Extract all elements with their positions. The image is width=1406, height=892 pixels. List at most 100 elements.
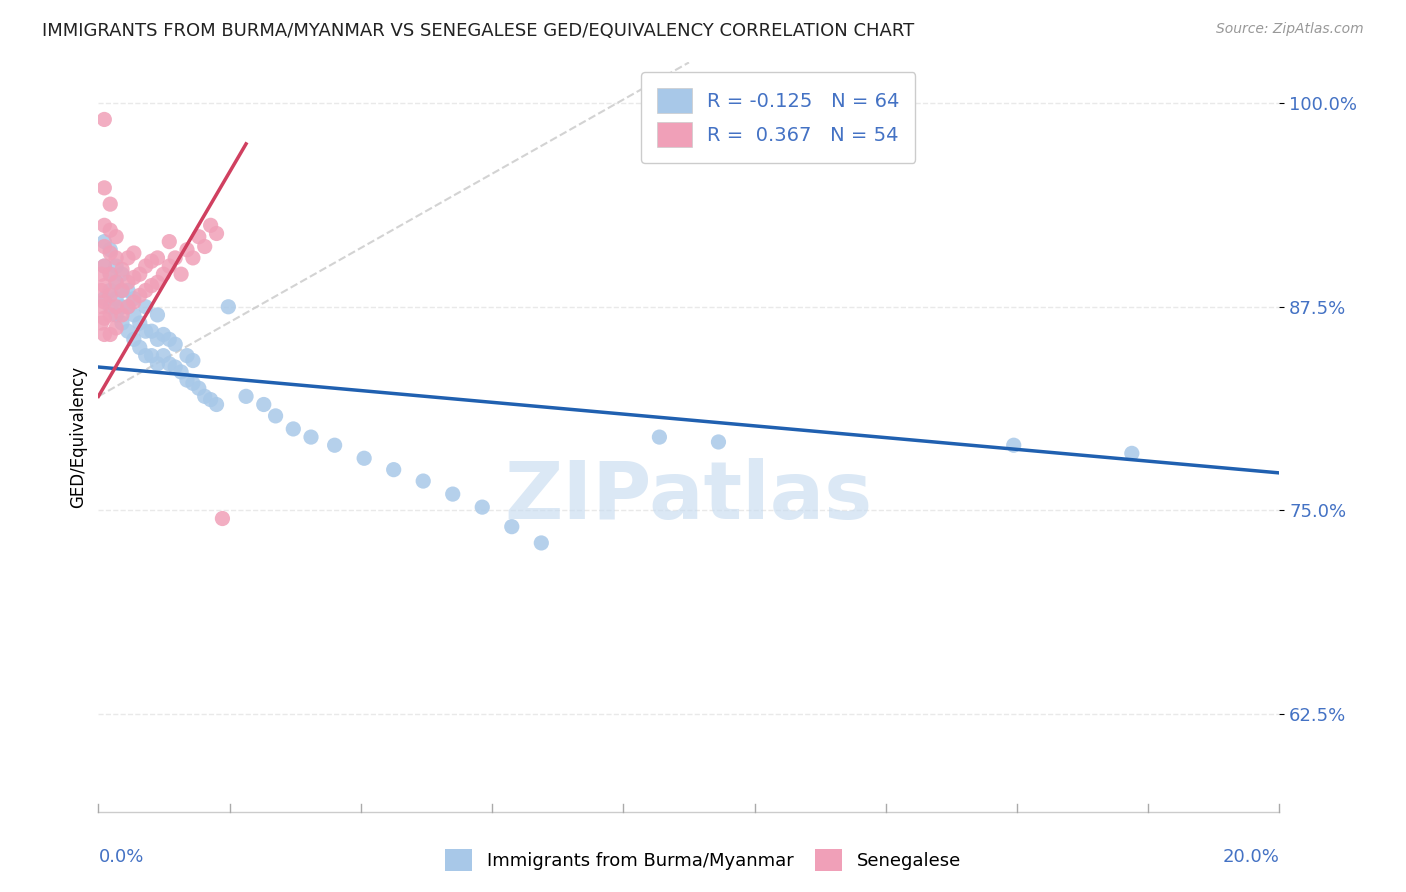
Point (157, 235, 180, 249)
Text: 20.0%: 20.0% (1223, 847, 1279, 865)
Point (299, 430, 322, 444)
Point (122, 246, 145, 260)
Point (93, 239, 115, 253)
Point (165, 337, 187, 351)
Point (111, 267, 134, 281)
Point (105, 276, 128, 290)
Point (283, 422, 305, 436)
Point (501, 519, 523, 533)
Point (1002, 438, 1025, 452)
Point (205, 397, 228, 411)
Point (187, 381, 209, 395)
Point (90, 300, 112, 314)
Point (135, 284, 157, 298)
Point (93, 112, 115, 127)
Point (141, 349, 163, 363)
Legend: R = -0.125   N = 64, R =  0.367   N = 54: R = -0.125 N = 64, R = 0.367 N = 54 (641, 72, 915, 163)
Point (187, 229, 209, 244)
Text: Source: ZipAtlas.com: Source: ZipAtlas.com (1216, 22, 1364, 37)
Text: IMMIGRANTS FROM BURMA/MYANMAR VS SENEGALESE GED/EQUIVALENCY CORRELATION CHART: IMMIGRANTS FROM BURMA/MYANMAR VS SENEGAL… (42, 22, 914, 40)
Point (98, 327, 121, 342)
Point (128, 288, 150, 302)
Point (98, 300, 121, 314)
Point (93, 278, 115, 293)
Point (93, 327, 115, 342)
Point (117, 284, 139, 298)
Point (93, 259, 115, 273)
Point (412, 474, 434, 488)
Point (181, 251, 204, 265)
Point (165, 251, 187, 265)
Point (141, 324, 163, 338)
Point (194, 239, 217, 253)
Point (181, 353, 204, 368)
Point (146, 332, 169, 346)
Point (176, 373, 198, 387)
Point (194, 389, 217, 403)
Point (1121, 446, 1143, 460)
Point (117, 251, 139, 265)
Point (105, 308, 128, 322)
Point (211, 511, 233, 525)
Point (135, 349, 157, 363)
Point (200, 219, 222, 233)
Point (128, 267, 150, 281)
Point (170, 365, 193, 379)
Point (111, 300, 134, 314)
Point (98, 197, 121, 211)
Point (93, 181, 115, 195)
Point (146, 276, 169, 290)
Point (471, 500, 494, 515)
Point (98, 267, 121, 281)
Point (90, 267, 112, 281)
Point (117, 324, 139, 338)
Point (105, 251, 128, 265)
Point (111, 284, 134, 298)
Point (157, 357, 180, 371)
Point (128, 341, 150, 355)
Legend: Immigrants from Burma/Myanmar, Senegalese: Immigrants from Burma/Myanmar, Senegales… (437, 842, 969, 879)
Point (141, 278, 163, 293)
Point (90, 316, 112, 330)
Point (105, 276, 128, 290)
Point (117, 300, 139, 314)
Point (111, 262, 134, 277)
Point (146, 251, 169, 265)
Point (707, 434, 730, 449)
Point (441, 487, 464, 501)
Point (128, 316, 150, 330)
Point (105, 259, 128, 273)
Point (141, 254, 163, 268)
Point (264, 409, 287, 423)
Point (135, 300, 157, 314)
Point (98, 246, 121, 260)
Point (217, 300, 239, 314)
Point (152, 327, 174, 342)
Point (157, 332, 180, 346)
Point (105, 229, 128, 244)
Point (93, 235, 115, 249)
Point (98, 308, 121, 322)
Point (146, 308, 169, 322)
Point (105, 300, 128, 314)
Point (117, 276, 139, 290)
Point (135, 259, 157, 273)
Point (165, 359, 187, 374)
Point (157, 259, 180, 273)
Y-axis label: GED/Equivalency: GED/Equivalency (69, 366, 87, 508)
Point (93, 294, 115, 309)
Point (93, 311, 115, 326)
Point (93, 292, 115, 306)
Point (111, 308, 134, 322)
Point (152, 349, 174, 363)
Text: 0.0%: 0.0% (98, 847, 143, 865)
Point (111, 316, 134, 330)
Point (122, 332, 145, 346)
Point (93, 259, 115, 273)
Point (530, 536, 553, 550)
Point (122, 292, 145, 306)
Point (98, 267, 121, 281)
Point (98, 284, 121, 298)
Point (200, 392, 222, 407)
Point (253, 397, 276, 411)
